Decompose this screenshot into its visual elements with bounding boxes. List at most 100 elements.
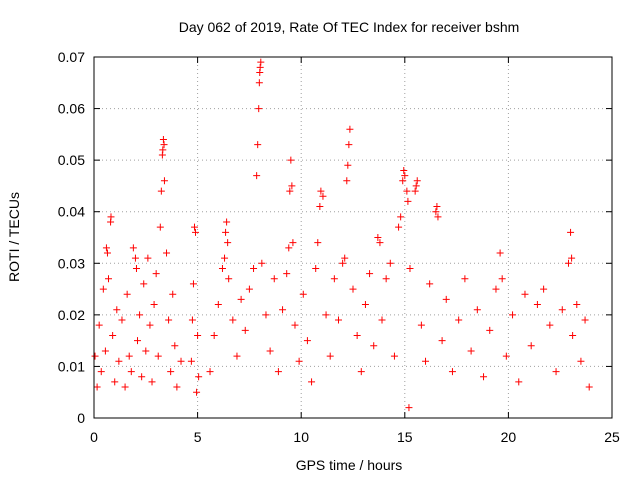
x-tick-label: 10 <box>293 429 309 445</box>
data-point <box>405 404 413 412</box>
data-point <box>118 316 126 324</box>
data-point <box>317 187 325 195</box>
data-point <box>159 136 167 144</box>
data-point <box>223 218 231 226</box>
data-point <box>346 125 354 133</box>
data-point <box>585 383 593 391</box>
data-point <box>270 275 278 283</box>
data-point <box>111 378 119 386</box>
data-point <box>448 368 456 376</box>
data-point <box>157 187 165 195</box>
data-point <box>144 254 152 262</box>
data-point <box>152 270 160 278</box>
data-point <box>577 357 585 365</box>
data-point <box>167 368 175 376</box>
x-tick-label: 5 <box>194 429 202 445</box>
data-point <box>102 244 110 252</box>
data-point <box>357 368 365 376</box>
data-point <box>256 63 264 71</box>
data-point <box>241 326 249 334</box>
plot-frame <box>93 56 613 419</box>
data-point <box>291 321 299 329</box>
data-point <box>221 254 229 262</box>
data-point <box>125 352 133 360</box>
data-point <box>299 290 307 298</box>
y-tick-label: 0.02 <box>58 307 85 323</box>
data-point <box>521 290 529 298</box>
data-point <box>266 347 274 355</box>
data-point <box>378 316 386 324</box>
data-point <box>386 259 394 267</box>
data-point <box>193 388 201 396</box>
data-point <box>515 378 523 386</box>
x-tick-label: 0 <box>90 429 98 445</box>
data-point <box>160 177 168 185</box>
data-point <box>163 249 171 257</box>
data-point <box>438 337 446 345</box>
data-point <box>254 141 262 149</box>
data-point <box>245 285 253 293</box>
y-tick-label: 0.04 <box>58 204 85 220</box>
data-point <box>434 213 442 221</box>
data-point <box>121 383 129 391</box>
data-point <box>154 352 162 360</box>
data-point <box>399 177 407 185</box>
data-point <box>413 177 421 185</box>
data-point <box>131 254 139 262</box>
data-point <box>390 352 398 360</box>
data-point <box>461 275 469 283</box>
grid-lines <box>94 57 612 418</box>
data-point <box>546 321 554 329</box>
data-point <box>165 316 173 324</box>
data-point <box>127 368 135 376</box>
data-point <box>192 228 200 236</box>
data-point <box>326 352 334 360</box>
data-point <box>132 264 140 272</box>
data-point <box>345 141 353 149</box>
data-point <box>134 337 142 345</box>
data-point <box>91 352 99 360</box>
data-point <box>341 254 349 262</box>
data-point <box>97 368 105 376</box>
data-point <box>343 177 351 185</box>
y-tick-label: 0.06 <box>58 101 85 117</box>
data-point <box>109 331 117 339</box>
data-point <box>376 239 384 247</box>
y-axis-label: ROTI / TECUs <box>6 192 22 282</box>
data-point <box>160 141 168 149</box>
data-point <box>374 234 382 241</box>
data-point <box>222 228 230 236</box>
data-point <box>334 316 342 324</box>
data-point <box>422 357 430 365</box>
data-point <box>404 197 412 205</box>
data-point <box>509 311 517 319</box>
data-point <box>406 264 414 272</box>
data-point <box>312 264 320 272</box>
data-point <box>417 321 425 329</box>
data-point <box>258 259 266 267</box>
y-tick-label: 0.01 <box>58 358 85 374</box>
data-point <box>540 285 548 293</box>
data-point <box>496 249 504 257</box>
data-point <box>224 239 232 247</box>
data-point <box>255 105 263 113</box>
data-point <box>581 316 589 324</box>
data-point <box>107 213 115 221</box>
data-point <box>567 228 575 236</box>
data-point <box>253 172 261 180</box>
data-point <box>353 331 361 339</box>
data-point <box>573 301 581 309</box>
data-point <box>480 373 488 381</box>
data-point <box>558 306 566 314</box>
data-point <box>288 182 296 190</box>
data-points <box>91 58 593 412</box>
data-point <box>218 264 226 272</box>
data-point <box>279 306 287 314</box>
data-point <box>498 275 506 283</box>
data-point <box>339 259 347 267</box>
data-point <box>426 280 434 288</box>
data-point <box>159 146 167 154</box>
data-point <box>492 285 500 293</box>
data-point <box>140 280 148 288</box>
data-point <box>187 357 195 365</box>
